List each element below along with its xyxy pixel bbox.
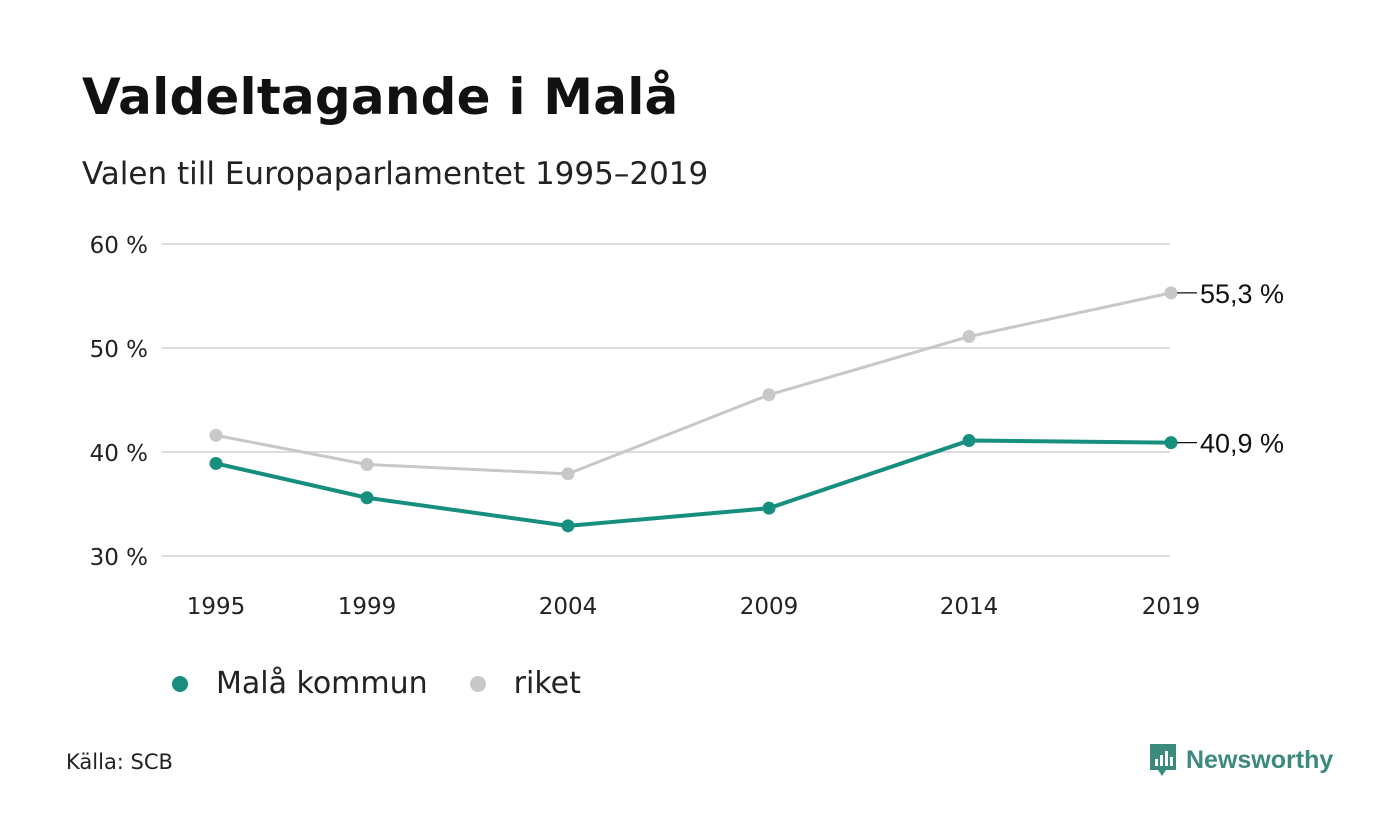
gridlines bbox=[162, 243, 1170, 557]
y-tick-label: 50 % bbox=[90, 337, 148, 363]
data-point bbox=[360, 491, 374, 505]
data-point bbox=[962, 330, 976, 344]
series-line bbox=[215, 291, 1172, 476]
data-point bbox=[561, 519, 575, 533]
x-tick-label: 1999 bbox=[338, 594, 397, 620]
data-point bbox=[209, 428, 223, 442]
legend-label-mala: Malå kommun bbox=[216, 666, 428, 701]
x-axis-labels: 1995 1999 2004 2009 2014 2019 bbox=[187, 594, 1201, 620]
legend-item-riket: riket bbox=[469, 666, 581, 701]
data-point bbox=[1164, 286, 1178, 300]
legend: Malå kommun riket bbox=[172, 666, 623, 701]
newsworthy-logo-icon bbox=[1150, 744, 1176, 776]
data-point bbox=[209, 456, 223, 470]
chart-subtitle: Valen till Europaparlamentet 1995–2019 bbox=[82, 156, 709, 192]
end-labels: 55,3 % 40,9 % bbox=[1177, 279, 1284, 459]
series-mala bbox=[209, 434, 1178, 533]
x-tick-label: 2014 bbox=[940, 594, 999, 620]
y-axis-labels: 30 % 40 % 50 % 60 % bbox=[90, 233, 148, 571]
y-tick-label: 30 % bbox=[90, 545, 148, 571]
y-tick-label: 60 % bbox=[90, 233, 148, 259]
series-lines bbox=[209, 286, 1178, 533]
series-riket bbox=[209, 286, 1178, 481]
data-point bbox=[360, 457, 374, 471]
data-point bbox=[762, 501, 776, 515]
legend-label-riket: riket bbox=[513, 666, 581, 701]
brand-logo[interactable]: Newsworthy bbox=[1148, 742, 1333, 778]
data-point bbox=[1164, 436, 1178, 450]
brand-name: Newsworthy bbox=[1186, 745, 1334, 774]
y-tick-label: 40 % bbox=[90, 441, 148, 467]
end-label: 40,9 % bbox=[1200, 429, 1284, 459]
data-point bbox=[762, 388, 776, 402]
source-note: Källa: SCB bbox=[66, 750, 173, 774]
x-tick-label: 2019 bbox=[1142, 594, 1201, 620]
end-label: 55,3 % bbox=[1200, 279, 1284, 309]
series-line bbox=[215, 438, 1172, 528]
x-tick-label: 2009 bbox=[740, 594, 799, 620]
legend-dot-riket-icon bbox=[469, 675, 486, 692]
legend-item-mala: Malå kommun bbox=[172, 666, 428, 701]
x-tick-label: 2004 bbox=[539, 594, 598, 620]
legend-dot-mala-icon bbox=[172, 675, 188, 692]
data-point bbox=[962, 434, 976, 448]
data-point bbox=[561, 467, 575, 481]
x-tick-label: 1995 bbox=[187, 594, 246, 620]
chart-title: Valdeltagande i Malå bbox=[82, 68, 679, 126]
